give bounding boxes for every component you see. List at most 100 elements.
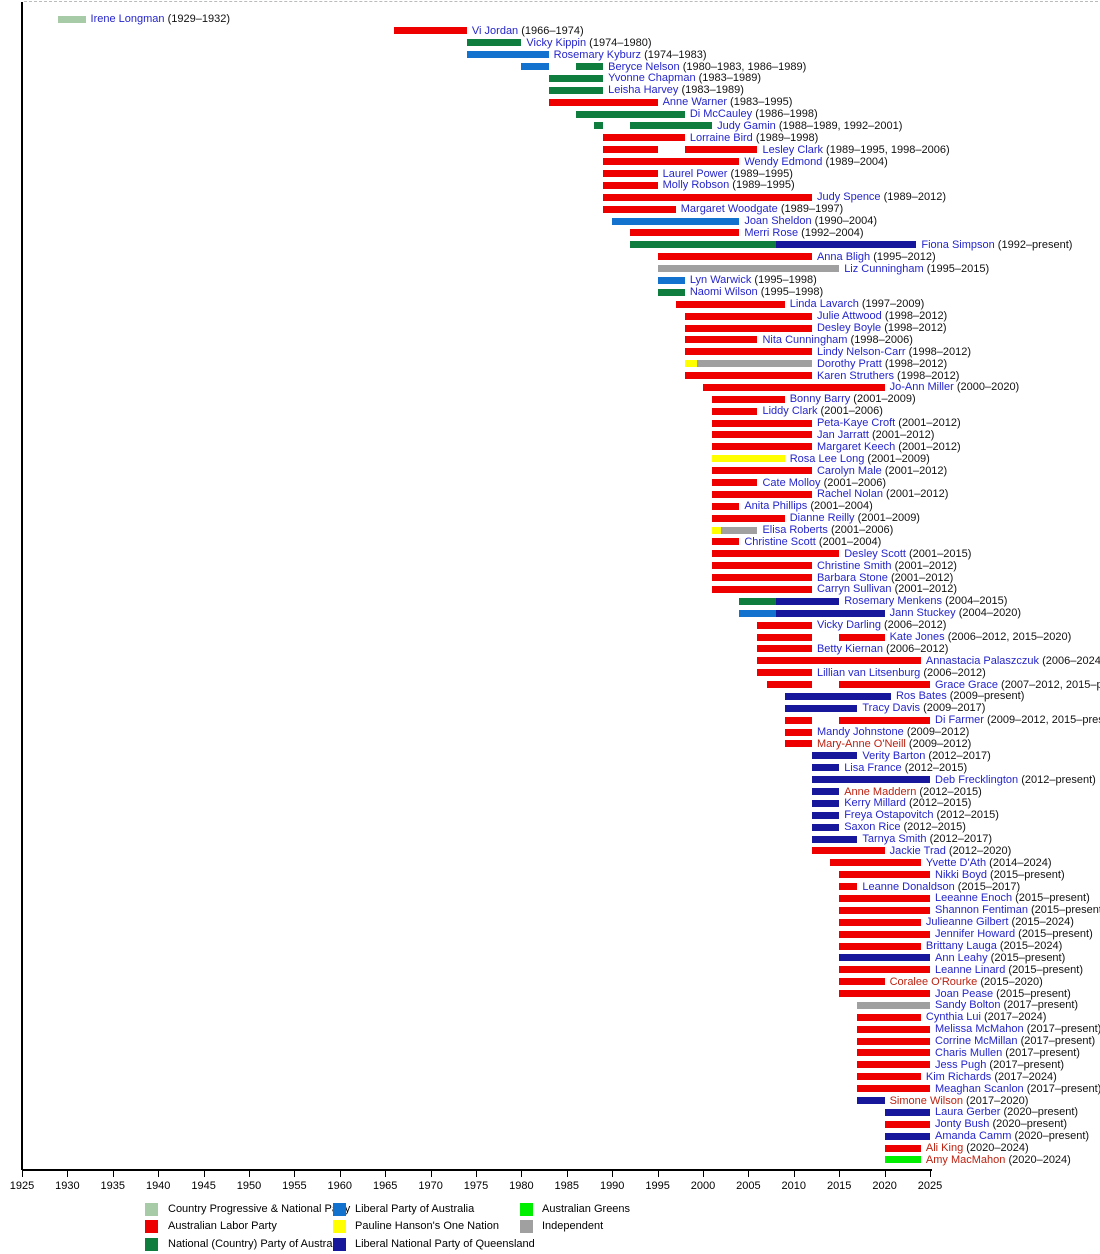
- member-name-link[interactable]: Melissa McMahon: [935, 1023, 1024, 1036]
- member-name-link[interactable]: Deb Frecklington: [935, 773, 1019, 786]
- member-name-link[interactable]: Laura Gerber: [935, 1106, 1001, 1119]
- member-name-link[interactable]: Lillian van Litsenburg: [816, 666, 921, 679]
- member-name-link[interactable]: Amy MacMahon: [925, 1153, 1006, 1166]
- member-name-link[interactable]: Kim Richards: [925, 1070, 992, 1083]
- member-name-link[interactable]: Molly Robson: [662, 179, 730, 192]
- member-name-link[interactable]: Fiona Simpson: [921, 238, 995, 251]
- member-name-link[interactable]: Sandy Bolton: [935, 999, 1001, 1012]
- member-name-link[interactable]: Julieanne Gilbert: [925, 916, 1009, 929]
- member-name-link[interactable]: Rosemary Menkens: [844, 595, 943, 608]
- member-name-link[interactable]: Barbara Stone: [816, 571, 888, 584]
- member-name-link[interactable]: Karen Struthers: [816, 369, 894, 382]
- member-name-link[interactable]: Anita Phillips: [744, 500, 808, 513]
- member-name-link[interactable]: Jonty Bush: [935, 1118, 990, 1131]
- member-name-link[interactable]: Simone Wilson: [889, 1094, 963, 1107]
- member-name-link[interactable]: Freya Ostapovitch: [844, 809, 934, 822]
- member-name-link[interactable]: Ann Leahy: [935, 951, 988, 964]
- member-name-link[interactable]: Desley Boyle: [816, 322, 882, 334]
- member-name-link[interactable]: Verity Barton: [862, 749, 926, 762]
- member-name-link[interactable]: Corrine McMillan: [935, 1035, 1018, 1048]
- member-name-link[interactable]: Ali King: [925, 1142, 964, 1155]
- member-name-link[interactable]: Tracy Davis: [862, 702, 921, 715]
- member-name-link[interactable]: Liddy Clark: [762, 405, 818, 418]
- member-name-link[interactable]: Betty Kiernan: [816, 642, 883, 655]
- member-name-link[interactable]: Anne Maddern: [844, 785, 917, 798]
- member-name-link[interactable]: Rosa Lee Long: [789, 452, 865, 465]
- member-name-link[interactable]: Vi Jordan: [471, 24, 519, 37]
- member-name-link[interactable]: Joan Sheldon: [744, 215, 812, 228]
- member-name-link[interactable]: Jan Jarratt: [816, 428, 869, 441]
- member-name-link[interactable]: Jennifer Howard: [935, 928, 1016, 941]
- member-name-link[interactable]: Jess Pugh: [935, 1058, 987, 1071]
- member-name-link[interactable]: Vicky Kippin: [526, 36, 587, 49]
- member-name-link[interactable]: Dorothy Pratt: [816, 357, 882, 370]
- member-name-link[interactable]: Jann Stuckey: [889, 607, 956, 620]
- member-name-link[interactable]: Saxon Rice: [844, 821, 901, 834]
- member-name-link[interactable]: Laurel Power: [662, 167, 728, 180]
- member-name-link[interactable]: Cate Molloy: [762, 476, 821, 489]
- member-name-link[interactable]: Charis Mullen: [935, 1046, 1003, 1059]
- member-name-link[interactable]: Lesley Clark: [762, 143, 823, 156]
- member-name-link[interactable]: Coralee O'Rourke: [889, 975, 978, 988]
- member-name-link[interactable]: Linda Lavarch: [789, 298, 859, 311]
- member-name-link[interactable]: Leanne Linard: [935, 963, 1006, 976]
- member-name-link[interactable]: Anna Bligh: [816, 250, 871, 263]
- member-name-link[interactable]: Carolyn Male: [816, 464, 882, 477]
- member-name-link[interactable]: Vicky Darling: [816, 619, 881, 632]
- member-name-link[interactable]: Naomi Wilson: [689, 286, 758, 299]
- member-name-link[interactable]: Yvonne Chapman: [608, 72, 696, 85]
- member-name-link[interactable]: Dianne Reilly: [789, 512, 855, 525]
- member-name-link[interactable]: Amanda Camm: [935, 1130, 1012, 1143]
- member-name-link[interactable]: Meaghan Scanlon: [935, 1082, 1024, 1095]
- member-name-link[interactable]: Di McCauley: [689, 108, 753, 121]
- member-name-link[interactable]: Yvette D'Ath: [925, 856, 987, 869]
- member-name-link[interactable]: Kate Jones: [889, 631, 945, 644]
- member-name-link[interactable]: Lyn Warwick: [689, 274, 752, 287]
- member-name-link[interactable]: Mandy Johnstone: [816, 726, 904, 739]
- member-name-link[interactable]: Grace Grace: [935, 678, 998, 691]
- member-name-link[interactable]: Brittany Lauga: [925, 940, 997, 953]
- member-name-link[interactable]: Leeanne Enoch: [935, 892, 1013, 905]
- member-name-link[interactable]: Merri Rose: [744, 226, 799, 239]
- member-name-link[interactable]: Irene Longman: [90, 13, 165, 25]
- member-name-link[interactable]: Tarnya Smith: [862, 833, 927, 846]
- member-name-link[interactable]: Lisa France: [844, 761, 902, 774]
- member-name-link[interactable]: Anne Warner: [662, 96, 727, 109]
- member-name-link[interactable]: Judy Spence: [816, 191, 881, 204]
- member-name-link[interactable]: Christine Smith: [816, 559, 892, 572]
- member-name-link[interactable]: Nita Cunningham: [762, 333, 848, 346]
- member-name-link[interactable]: Elisa Roberts: [762, 524, 828, 537]
- member-name-link[interactable]: Julie Attwood: [816, 310, 882, 323]
- member-name-link[interactable]: Desley Scott: [844, 547, 906, 560]
- member-name-link[interactable]: Annastacia Palaszczuk: [925, 654, 1040, 667]
- timeline-bar-alp: [684, 146, 758, 154]
- member-name-link[interactable]: Jackie Trad: [889, 844, 946, 857]
- member-name-link[interactable]: Margaret Woodgate: [680, 203, 778, 216]
- member-name-link[interactable]: Cynthia Lui: [925, 1011, 981, 1024]
- member-name-link[interactable]: Lorraine Bird: [689, 131, 753, 144]
- member-name-link[interactable]: Joan Pease: [935, 987, 994, 1000]
- member-name-link[interactable]: Mary-Anne O'Neill: [816, 737, 906, 750]
- member-name-link[interactable]: Nikki Boyd: [935, 868, 987, 881]
- member-name-link[interactable]: Wendy Edmond: [744, 155, 823, 168]
- member-name-link[interactable]: Kerry Millard: [844, 797, 906, 810]
- member-name-link[interactable]: Christine Scott: [744, 535, 816, 548]
- member-name-link[interactable]: Leisha Harvey: [608, 84, 679, 97]
- member-name-link[interactable]: Lindy Nelson-Carr: [816, 345, 906, 358]
- member-label: Laura Gerber (2020–present): [935, 1106, 1078, 1118]
- member-name-link[interactable]: Shannon Fentiman: [935, 904, 1028, 917]
- member-name-link[interactable]: Leanne Donaldson: [862, 880, 955, 893]
- member-name-link[interactable]: Jo-Ann Miller: [889, 381, 954, 394]
- member-name-link[interactable]: Peta-Kaye Croft: [816, 417, 896, 430]
- member-name-link[interactable]: Judy Gamin: [717, 119, 776, 132]
- member-name-link[interactable]: Margaret Keech: [816, 440, 896, 453]
- member-years: (2012–2020): [945, 844, 1012, 857]
- member-name-link[interactable]: Di Farmer: [935, 714, 984, 727]
- member-name-link[interactable]: Liz Cunningham: [844, 262, 924, 275]
- member-name-link[interactable]: Carryn Sullivan: [816, 583, 892, 596]
- member-name-link[interactable]: Ros Bates: [895, 690, 947, 703]
- member-name-link[interactable]: Beryce Nelson: [608, 60, 680, 73]
- member-name-link[interactable]: Bonny Barry: [789, 393, 851, 406]
- member-name-link[interactable]: Rosemary Kyburz: [553, 48, 642, 61]
- member-name-link[interactable]: Rachel Nolan: [816, 488, 883, 501]
